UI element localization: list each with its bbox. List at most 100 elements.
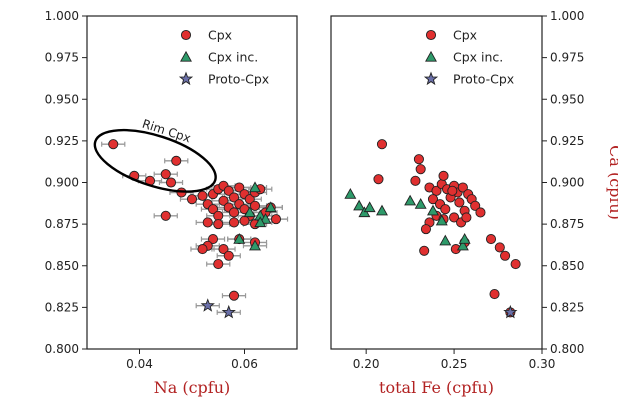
data-point-triangle — [414, 198, 427, 209]
legend-label: Cpx — [208, 28, 232, 43]
data-point-circle — [438, 170, 449, 181]
data-point-circle — [413, 154, 424, 165]
data-point-triangle — [404, 194, 417, 206]
data-point-circle — [410, 175, 421, 186]
data-point-circle — [449, 212, 460, 223]
data-point-circle — [218, 195, 229, 206]
legend-label: Proto-Cpx — [208, 72, 269, 87]
data-point-circle — [470, 200, 481, 211]
legend-label: Proto-Cpx — [453, 72, 514, 87]
data-point-circle — [457, 182, 468, 193]
data-point-triangle — [249, 181, 261, 193]
data-point-circle — [249, 200, 261, 211]
y-tick-label: 0.800 — [550, 342, 584, 356]
data-point-star — [503, 304, 518, 319]
y-tick-label: 0.950 — [45, 92, 79, 106]
data-point-circle — [165, 177, 177, 188]
data-points — [344, 139, 521, 319]
data-point-circle — [223, 250, 234, 261]
y-tick-label: 0.925 — [550, 134, 584, 148]
data-point-circle — [108, 139, 119, 150]
rim-cpx-ellipse — [93, 128, 217, 193]
y-tick-label: 0.975 — [45, 51, 79, 65]
data-point-circle — [376, 139, 388, 150]
data-point-circle — [171, 155, 182, 166]
y-tick-label: 0.825 — [45, 300, 79, 314]
data-point-circle — [207, 204, 219, 215]
legend: Cpx Cpx inc. Proto-Cpx — [178, 28, 269, 87]
data-points — [101, 139, 289, 319]
x-tick-label: 0.04 — [126, 357, 153, 371]
x-tick-label: 0.06 — [231, 357, 258, 371]
x-tick-label: 0.25 — [441, 357, 468, 371]
data-point-circle — [489, 289, 500, 300]
data-point-triangle — [233, 232, 246, 244]
annotation-label: Rim Cpx — [140, 117, 192, 146]
plot-frame — [330, 15, 543, 350]
data-point-circle — [228, 207, 240, 218]
data-point-triangle — [243, 206, 256, 218]
y-tick-label: 0.925 — [45, 134, 79, 148]
legend-label: Cpx inc. — [453, 50, 503, 65]
y-tick-label: 0.875 — [45, 217, 79, 231]
data-point-circle — [213, 210, 224, 221]
data-point-triangle — [259, 213, 272, 224]
y-tick-label: 0.850 — [45, 259, 79, 273]
data-point-circle — [186, 194, 198, 205]
data-point-triangle — [254, 216, 267, 228]
data-point-circle — [494, 242, 505, 253]
data-point-circle — [373, 174, 384, 185]
data-point-triangle — [249, 239, 261, 251]
data-point-circle — [415, 164, 426, 175]
data-point-circle — [485, 234, 497, 245]
data-point-circle — [270, 214, 282, 225]
data-point-circle — [461, 212, 472, 223]
y-tick-label: 0.875 — [550, 217, 584, 231]
data-point-triangle — [427, 204, 439, 216]
data-point-circle — [160, 210, 171, 221]
data-point-circle — [197, 190, 208, 201]
legend-label: Cpx inc. — [208, 50, 258, 65]
data-point-triangle — [439, 234, 452, 246]
data-point-triangle — [435, 214, 448, 226]
y-axis-label: Ca (cpfu) — [606, 145, 618, 220]
right-panel: 0.800 0.825 0.850 0.875 0.900 0.925 0.950 0.975… — [330, 9, 618, 397]
data-point-circle — [510, 259, 521, 270]
data-point-circle — [228, 290, 240, 301]
data-point-circle — [228, 217, 240, 228]
data-point-triangle — [353, 199, 366, 211]
data-point-circle — [213, 219, 224, 230]
data-point-circle — [419, 245, 430, 256]
data-point-circle — [160, 169, 171, 180]
legend-marker-triangle — [425, 50, 437, 62]
legend: Cpx Cpx inc. Proto-Cpx — [423, 28, 514, 87]
y-tick-label: 1.000 — [45, 9, 79, 23]
y-tick-label: 0.825 — [550, 300, 584, 314]
data-point-triangle — [264, 201, 277, 213]
x-axis-label: Na (cpfu) — [154, 378, 231, 397]
y-tick-label: 0.900 — [550, 176, 584, 190]
y-tick-label: 0.950 — [550, 92, 584, 106]
data-point-triangle — [363, 201, 376, 213]
data-point-circle — [213, 259, 224, 270]
data-point-triangle — [344, 188, 357, 199]
x-axis-label: total Fe (cpfu) — [379, 378, 494, 397]
data-point-triangle — [456, 239, 469, 251]
data-point-circle — [427, 194, 439, 205]
data-point-triangle — [376, 204, 388, 216]
data-point-circle — [475, 207, 486, 218]
y-tick-label: 0.800 — [45, 342, 79, 356]
data-point-circle — [228, 192, 240, 203]
y-tick-label: 0.975 — [550, 51, 584, 65]
data-point-circle — [500, 250, 511, 261]
data-point-circle — [207, 234, 219, 245]
x-tick-label: 0.20 — [353, 357, 380, 371]
legend-marker-star — [423, 71, 439, 86]
data-point-circle — [197, 244, 208, 255]
legend-label: Cpx — [453, 28, 477, 43]
legend-marker-circle — [180, 29, 192, 41]
legend-marker-triangle — [180, 50, 192, 62]
left-panel: 0.800 0.825 0.850 0.875 0.900 0.925 0.950 0.975… — [45, 9, 298, 397]
plot-frame — [86, 15, 298, 350]
